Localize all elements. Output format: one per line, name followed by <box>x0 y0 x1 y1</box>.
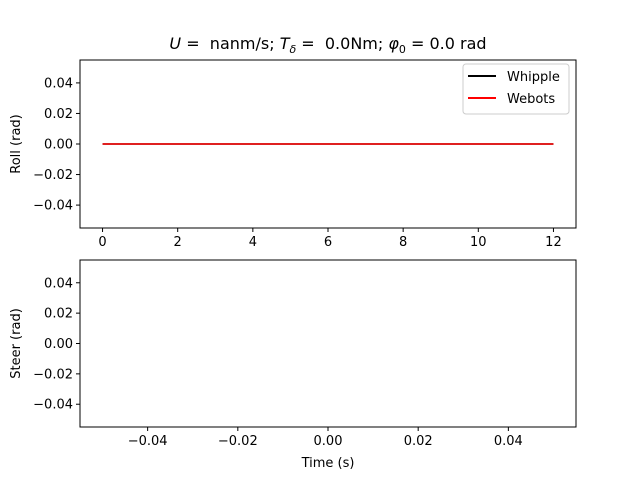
steer-x-tick-label: −0.04 <box>128 434 168 449</box>
roll-y-tick-label: −0.02 <box>33 168 73 183</box>
roll-y-axis-label: Roll (rad) <box>9 114 24 173</box>
roll-x-tick-label: 12 <box>545 235 562 250</box>
chart-title: U = nanm/s; Tδ = 0.0Nm; φ0 = 0.0 rad <box>169 34 486 56</box>
legend: Whipple Webots <box>462 63 570 115</box>
roll-x-tick-label: 4 <box>249 235 257 250</box>
roll-y-tick-label: 0.02 <box>44 107 73 122</box>
roll-x-tick-label: 6 <box>324 235 332 250</box>
steer-y-axis-label: Steer (rad) <box>9 308 24 379</box>
steer-x-axis-label: Time (s) <box>301 456 355 471</box>
steer-y-tick-label: 0.02 <box>44 307 73 322</box>
roll-y-tick-label: −0.04 <box>33 199 73 214</box>
steer-x-ticks: −0.04 −0.02 0.00 0.02 0.04 <box>128 427 523 449</box>
roll-x-tick-label: 8 <box>399 235 407 250</box>
roll-y-tick-label: 0.00 <box>44 138 73 153</box>
steer-x-tick-label: −0.02 <box>218 434 258 449</box>
roll-y-ticks: −0.04 −0.02 0.00 0.02 0.04 <box>33 76 80 214</box>
roll-x-tick-label: 10 <box>470 235 487 250</box>
steer-y-tick-label: 0.04 <box>44 276 73 291</box>
roll-axes-frame <box>79 59 577 229</box>
legend-label-whipple: Whipple <box>507 70 560 85</box>
steer-x-tick-label: 0.00 <box>314 434 343 449</box>
roll-x-tick-label: 0 <box>98 235 106 250</box>
steer-y-tick-label: 0.00 <box>44 337 73 352</box>
legend-label-webots: Webots <box>507 92 555 107</box>
roll-y-tick-label: 0.04 <box>44 76 73 91</box>
steer-y-tick-label: −0.04 <box>33 398 73 413</box>
steer-y-tick-label: −0.02 <box>33 367 73 382</box>
steer-axes-frame <box>79 259 577 428</box>
steer-y-ticks: −0.04 −0.02 0.00 0.02 0.04 <box>33 276 80 413</box>
steer-axes: −0.04 −0.02 0.00 0.02 0.04 −0.04 −0.02 0.00 0.0… <box>9 259 577 471</box>
roll-x-ticks: 0 2 4 6 8 10 12 <box>98 228 562 250</box>
steer-x-tick-label: 0.02 <box>404 434 433 449</box>
steer-x-tick-label: 0.04 <box>494 434 523 449</box>
roll-x-tick-label: 2 <box>174 235 182 250</box>
roll-axes: 0 2 4 6 8 10 12 −0.04 −0.02 0.00 0.02 0.04 Roll (r… <box>9 59 577 250</box>
